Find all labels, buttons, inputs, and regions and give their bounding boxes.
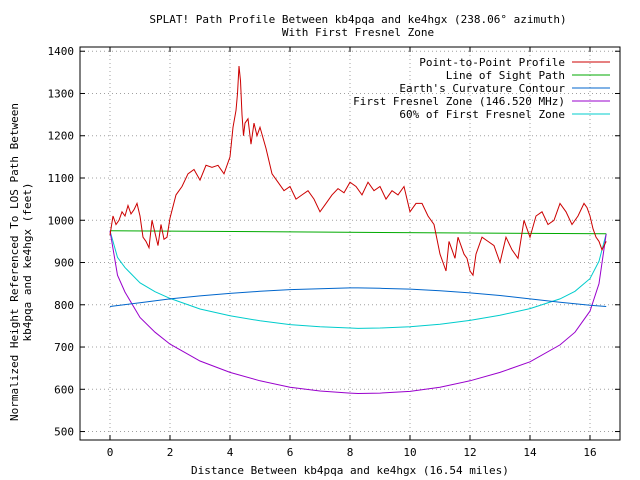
- series-line-3: [109, 230, 607, 395]
- y-tick-label: 1100: [48, 172, 75, 185]
- x-axis-label: Distance Between kb4pqa and ke4hgx (16.5…: [191, 464, 509, 477]
- legend-label-3: First Fresnel Zone (146.520 MHz): [353, 95, 565, 108]
- series-lines: [109, 65, 607, 395]
- chart-subtitle: With First Fresnel Zone: [282, 26, 434, 39]
- y-axis-label-line1: Normalized Height Referenced To LOS Path…: [8, 103, 21, 421]
- y-tick-label: 600: [54, 383, 74, 396]
- x-tick-label: 8: [347, 446, 354, 459]
- x-tick-label: 12: [463, 446, 476, 459]
- x-tick-label: 10: [403, 446, 416, 459]
- y-tick-label: 1000: [48, 214, 75, 227]
- legend-label-4: 60% of First Fresnel Zone: [399, 108, 565, 121]
- x-tick-label: 0: [107, 446, 114, 459]
- x-tick-label: 6: [287, 446, 294, 459]
- grid: [80, 47, 620, 440]
- series-line-0: [109, 65, 607, 277]
- y-axis-label-line2: kb4pqa and ke4hgx (feet): [21, 183, 34, 342]
- y-tick-label: 700: [54, 341, 74, 354]
- series-line-4: [109, 230, 607, 329]
- legend-label-1: Line of Sight Path: [446, 69, 565, 82]
- series-line-2: [109, 287, 607, 307]
- legend-label-2: Earth's Curvature Contour: [399, 82, 565, 95]
- y-tick-label: 800: [54, 299, 74, 312]
- x-tick-label: 4: [227, 446, 234, 459]
- y-tick-label: 1300: [48, 87, 75, 100]
- axis-ticks: 0 2 4 6 8 10 12 14 16 500 600 700 800 900 1000 1100 1200…: [48, 45, 620, 459]
- y-tick-label: 1200: [48, 130, 75, 143]
- series-line-1: [109, 230, 607, 235]
- x-tick-label: 16: [583, 446, 596, 459]
- y-tick-label: 900: [54, 257, 74, 270]
- y-tick-label: 500: [54, 426, 74, 439]
- x-tick-label: 2: [167, 446, 174, 459]
- x-tick-label: 14: [523, 446, 537, 459]
- y-tick-label: 1400: [48, 45, 75, 58]
- chart-title: SPLAT! Path Profile Between kb4pqa and k…: [149, 13, 566, 26]
- legend-label-0: Point-to-Point Profile: [419, 56, 565, 69]
